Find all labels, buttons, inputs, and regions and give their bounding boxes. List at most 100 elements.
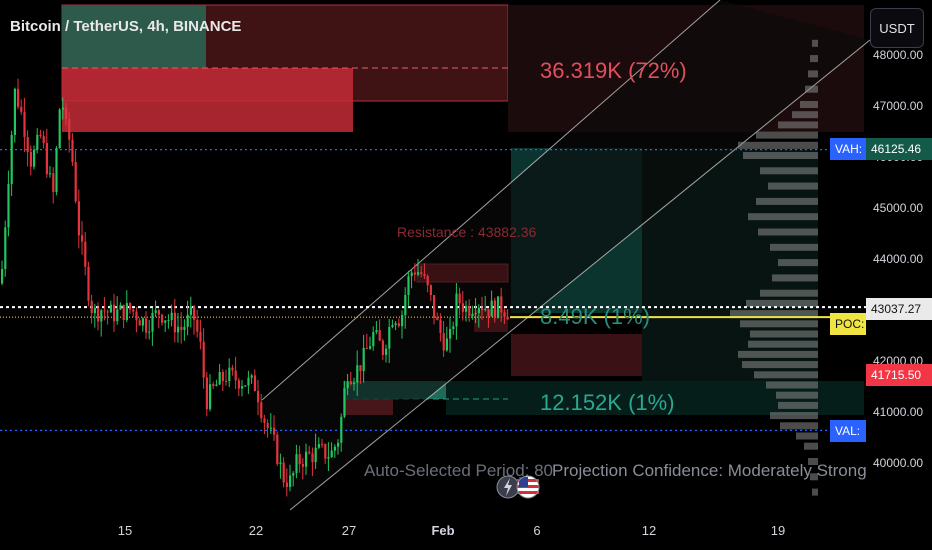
candle-body bbox=[129, 303, 132, 310]
candle-body bbox=[81, 235, 84, 242]
candle-body bbox=[359, 365, 362, 372]
poc-label-tag: POC: bbox=[830, 313, 866, 335]
candle-body bbox=[266, 422, 269, 428]
candle-body bbox=[365, 347, 368, 349]
candle-body bbox=[305, 451, 308, 467]
confidence-label: Projection Confidence: Moderately Strong bbox=[552, 461, 867, 480]
candle-body bbox=[247, 377, 250, 386]
candle-body bbox=[151, 312, 154, 332]
candle-body bbox=[337, 442, 340, 447]
candle-body bbox=[119, 304, 122, 310]
volume-profile-bar bbox=[756, 131, 818, 139]
candle-body bbox=[113, 304, 116, 322]
time-tick-label: 27 bbox=[342, 523, 356, 538]
candle-body bbox=[212, 384, 215, 386]
candle-body bbox=[90, 300, 93, 314]
candle-body bbox=[314, 447, 317, 463]
candle-body bbox=[481, 307, 484, 311]
top-projection-red-block bbox=[62, 68, 353, 132]
candle-body bbox=[228, 367, 231, 382]
candle-body bbox=[308, 451, 311, 454]
candle-body bbox=[106, 311, 109, 313]
volume-profile-bar bbox=[758, 228, 818, 236]
volume-profile-bar bbox=[776, 391, 818, 399]
candle-body bbox=[276, 434, 279, 464]
candle-body bbox=[497, 296, 500, 319]
price-tick-label: 44000.00 bbox=[873, 252, 923, 266]
volume-profile-bar bbox=[740, 320, 818, 328]
candle-body bbox=[343, 388, 346, 417]
candle-body bbox=[429, 285, 432, 296]
candle-body bbox=[263, 418, 266, 423]
volume-profile-bar bbox=[805, 85, 818, 93]
volume-profile-bar bbox=[800, 101, 818, 108]
candle-body bbox=[449, 328, 452, 339]
volume-profile-bar bbox=[742, 361, 818, 369]
candle-body bbox=[157, 310, 160, 315]
candle-body bbox=[375, 330, 378, 333]
top-projection-teal-block bbox=[62, 5, 206, 68]
volume-profile-bar bbox=[738, 141, 818, 149]
price-tick-label: 48000.00 bbox=[873, 48, 923, 62]
candle-body bbox=[461, 303, 464, 312]
time-axis[interactable]: 15 22 27 Feb 6 12 19 bbox=[118, 523, 785, 538]
volume-profile bbox=[730, 39, 818, 496]
volume-profile-bar bbox=[780, 422, 818, 430]
val-label-tag: VAL: bbox=[830, 420, 866, 442]
candle-body bbox=[327, 457, 330, 459]
candle-body bbox=[311, 453, 314, 463]
time-tick-label: 15 bbox=[118, 523, 132, 538]
volume-profile-bar bbox=[772, 274, 818, 282]
candle-body bbox=[279, 462, 282, 464]
auto-period-label: Auto-Selected Period: 80 bbox=[364, 461, 553, 480]
time-tick-label: 12 bbox=[642, 523, 656, 538]
candle-body bbox=[193, 306, 196, 320]
volume-profile-bar bbox=[770, 412, 818, 420]
candle-body bbox=[244, 385, 247, 387]
candle-body bbox=[17, 88, 20, 107]
candle-body bbox=[273, 427, 276, 435]
candle-body bbox=[295, 454, 298, 474]
candle-body bbox=[186, 314, 189, 327]
volume-profile-bar bbox=[792, 111, 818, 119]
candle-body bbox=[436, 317, 439, 320]
candle-body bbox=[378, 330, 381, 341]
volume-profile-bar bbox=[778, 401, 818, 409]
time-tick-label: 19 bbox=[771, 523, 785, 538]
volume-profile-bar bbox=[760, 167, 818, 175]
candle-body bbox=[362, 347, 365, 372]
regression-channel-fill bbox=[262, 0, 870, 510]
candle-body bbox=[324, 444, 327, 459]
candle-body bbox=[215, 384, 218, 386]
candle-body bbox=[39, 134, 42, 137]
indicator-logos[interactable] bbox=[496, 472, 542, 502]
candle-body bbox=[292, 473, 295, 476]
candle-body bbox=[77, 201, 80, 236]
currency-button[interactable]: USDT bbox=[870, 8, 924, 48]
candle-body bbox=[20, 106, 23, 113]
candle-body bbox=[71, 139, 74, 163]
candle-body bbox=[369, 346, 372, 349]
candle-body bbox=[135, 311, 138, 321]
price-tick-label: 45000.00 bbox=[873, 201, 923, 215]
candle-body bbox=[116, 309, 119, 322]
candle-body bbox=[474, 313, 477, 315]
candle-body bbox=[231, 367, 234, 371]
candle-body bbox=[161, 314, 164, 323]
price-axis[interactable]: 48000.0047000.0046000.0045000.0044000.00… bbox=[873, 48, 923, 470]
candle-body bbox=[346, 381, 349, 389]
candle-body bbox=[189, 306, 192, 315]
candle-body bbox=[356, 365, 359, 383]
candle-body bbox=[196, 319, 199, 332]
candle-body bbox=[401, 315, 404, 327]
candle-body bbox=[289, 475, 292, 488]
candle-body bbox=[109, 304, 112, 313]
candle-body bbox=[141, 318, 144, 326]
candle-body bbox=[237, 380, 240, 389]
candle-body bbox=[29, 151, 32, 167]
candle-body bbox=[65, 107, 68, 120]
time-tick-label: 6 bbox=[533, 523, 540, 538]
candle-body bbox=[52, 173, 55, 192]
candle-body bbox=[84, 241, 87, 267]
